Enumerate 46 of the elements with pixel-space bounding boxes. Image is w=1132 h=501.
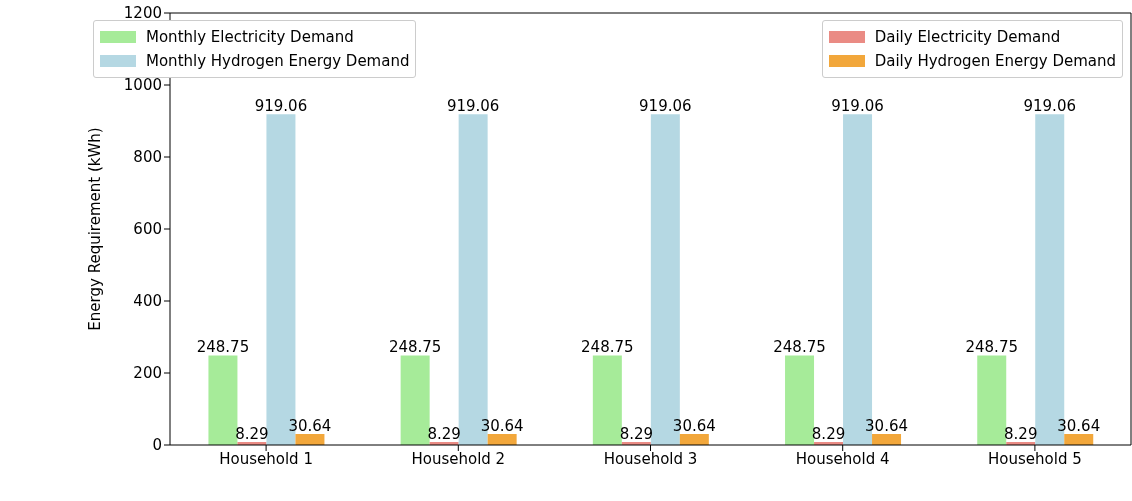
data-label: 248.75 <box>388 338 442 357</box>
data-label: 30.64 <box>1057 416 1101 435</box>
data-label: 8.29 <box>1004 425 1038 444</box>
y-axis-title: Energy Requirement (kWh) <box>86 127 105 331</box>
legend-label: Monthly Hydrogen Energy Demand <box>146 52 410 70</box>
x-tick-label: Household 4 <box>795 449 890 468</box>
bar <box>295 433 325 445</box>
data-label: 248.75 <box>581 338 634 357</box>
bar <box>487 433 517 445</box>
y-tick-label: 600 <box>133 220 162 239</box>
x-tick-label: Household 1 <box>219 449 313 468</box>
data-label: 248.75 <box>773 338 826 357</box>
data-label: 8.29 <box>427 425 461 444</box>
bar <box>679 433 709 445</box>
x-tick-label: Household 5 <box>988 449 1082 468</box>
bar <box>872 433 902 445</box>
data-label: 919.06 <box>831 97 884 116</box>
data-label: 248.75 <box>196 338 250 357</box>
data-label: 919.06 <box>446 97 500 116</box>
data-label: 919.06 <box>1023 97 1076 116</box>
bar <box>592 355 622 445</box>
data-label: 8.29 <box>619 425 654 444</box>
data-label: 8.29 <box>811 425 846 444</box>
x-tick-label: Household 2 <box>411 449 506 468</box>
data-label: 30.64 <box>865 416 909 435</box>
legend-label: Daily Electricity Demand <box>874 28 1061 46</box>
data-label: 30.64 <box>672 416 716 435</box>
y-tick-label: 800 <box>133 148 162 167</box>
bar <box>1064 433 1094 445</box>
bar <box>400 355 430 445</box>
legend-label: Daily Hydrogen Energy Demand <box>874 52 1116 70</box>
data-label: 8.29 <box>235 425 269 444</box>
data-label: 919.06 <box>254 97 308 116</box>
y-tick-label: 200 <box>133 364 162 383</box>
x-tick-label: Household 3 <box>603 449 698 468</box>
legend-label: Monthly Electricity Demand <box>146 28 354 46</box>
y-tick-label: 1000 <box>123 76 162 95</box>
bar <box>977 355 1007 445</box>
data-label: 248.75 <box>965 338 1018 357</box>
y-tick-label: 400 <box>133 292 162 311</box>
y-tick-label: 1200 <box>123 4 162 23</box>
data-label: 30.64 <box>480 416 524 435</box>
data-label: 30.64 <box>288 416 332 435</box>
y-tick-label: 0 <box>152 436 162 455</box>
data-label: 919.06 <box>639 97 692 116</box>
bar <box>208 355 238 445</box>
